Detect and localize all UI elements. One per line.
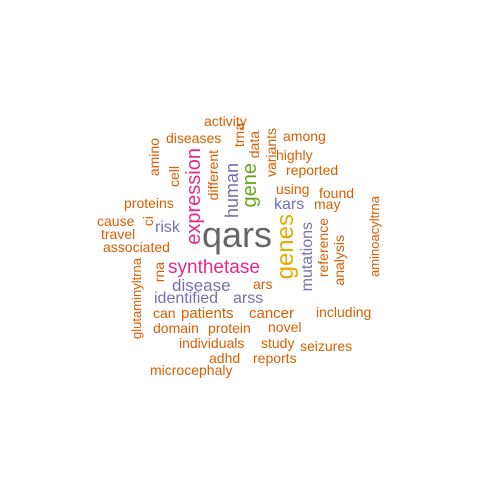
word-identified: identified	[154, 290, 219, 307]
word-analysis: analysis	[331, 235, 347, 286]
word-amino: amino	[146, 138, 162, 177]
word-ci: ci	[140, 216, 156, 227]
word-among: among	[283, 128, 326, 144]
word-human: human	[222, 163, 242, 219]
word-activity: activity	[204, 113, 247, 129]
word-disease: disease	[172, 276, 231, 295]
word-data: data	[246, 131, 262, 159]
word-mutations: mutations	[299, 222, 316, 292]
word-expression: expression	[183, 148, 205, 245]
word-seizures: seizures	[300, 338, 353, 354]
word-different: different	[205, 150, 221, 201]
word-microcephaly: microcephaly	[150, 362, 233, 378]
word-synthetase: synthetase	[168, 257, 260, 278]
word-study: study	[261, 335, 295, 351]
word-individuals: individuals	[179, 335, 245, 351]
word-novel: novel	[268, 319, 302, 335]
word-can: can	[153, 305, 176, 321]
word-protein: protein	[208, 320, 251, 336]
word-trna: trna	[231, 123, 247, 148]
word-patients: patients	[181, 305, 234, 322]
word-qars: qars	[202, 214, 273, 255]
word-genes: genes	[272, 214, 299, 280]
word-aminoacyltrna: aminoacyltrna	[367, 196, 382, 277]
word-travel: travel	[101, 226, 136, 242]
word-using: using	[276, 181, 310, 197]
word-found: found	[319, 185, 355, 201]
word-associated: associated	[103, 239, 170, 255]
word-domain: domain	[153, 320, 199, 336]
word-proteins: proteins	[124, 195, 174, 211]
word-highly: highly	[276, 147, 313, 163]
word-risk: risk	[155, 219, 180, 236]
word-including: including	[316, 304, 372, 320]
word-reports: reports	[253, 350, 297, 366]
word-adhd: adhd	[209, 350, 241, 366]
word-gene: gene	[239, 163, 261, 208]
word-ars: ars	[253, 276, 273, 292]
word-reported: reported	[286, 162, 339, 178]
word-reference: reference	[315, 218, 331, 278]
word-glutaminyltrna: glutaminyltrna	[129, 258, 144, 339]
word-cancer: cancer	[249, 305, 295, 322]
word-cause: cause	[97, 213, 135, 229]
word-may: may	[314, 196, 341, 212]
word-rna: rna	[151, 262, 167, 283]
word-arss: arss	[233, 290, 264, 307]
word-kars: kars	[274, 196, 305, 213]
word-cell: cell	[166, 166, 182, 188]
word-diseases: diseases	[166, 130, 222, 146]
